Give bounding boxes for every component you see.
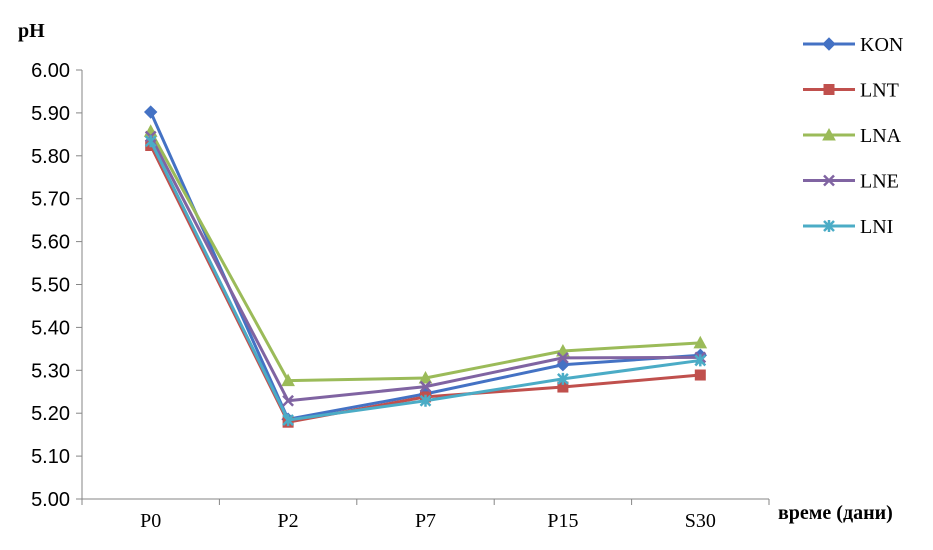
x-tick-label: P2 [278, 510, 299, 532]
legend-marker [822, 127, 836, 141]
legend-marker [823, 84, 835, 95]
x-axis: P0 P2 P7 P15 S30 [81, 498, 770, 532]
data-point [694, 354, 707, 367]
y-tick-label: 5.40 [31, 317, 70, 339]
legend-item-lne: LNE [803, 171, 899, 193]
data-point [694, 369, 706, 381]
x-axis-title: време (дани) [778, 502, 893, 524]
series-lne [144, 130, 707, 407]
y-tick-label: 5.80 [31, 146, 70, 168]
legend-label: LNT [860, 80, 899, 102]
data-point [557, 351, 569, 364]
legend-label: KON [860, 34, 903, 56]
legend-item-lna: LNA [803, 125, 902, 147]
series-lni [144, 135, 707, 427]
data-point [418, 370, 433, 384]
data-point [557, 372, 569, 385]
legend-marker [823, 174, 835, 187]
data-point [143, 105, 158, 119]
series-lnt [145, 140, 706, 428]
data-point [144, 135, 157, 148]
legend-item-lnt: LNT [803, 80, 899, 102]
y-tick-label: 5.90 [31, 103, 70, 125]
legend-item-kon: KON [803, 34, 903, 56]
y-axis-title: pH [18, 20, 45, 42]
data-point [419, 380, 432, 393]
y-tick-label: 5.30 [31, 360, 70, 382]
legend-label: LNI [860, 216, 893, 238]
data-point [281, 373, 295, 387]
x-tick-label: S30 [685, 510, 716, 532]
y-tick-label: 5.10 [31, 446, 70, 468]
data-point [693, 335, 708, 349]
series-line [149, 130, 701, 383]
y-tick-label: 5.60 [31, 232, 70, 254]
y-tick-label: 5.70 [31, 189, 70, 211]
series-lna [143, 124, 708, 387]
y-axis: 5.00 5.10 5.20 5.30 5.40 5.50 5.60 5.70 5.80 5.90… [31, 60, 83, 511]
y-tick-label: 5.50 [31, 275, 70, 297]
x-tick-label: P15 [547, 510, 578, 532]
series-layer [143, 105, 708, 428]
x-tick-label: P0 [140, 510, 161, 532]
y-tick-label: 5.00 [31, 489, 70, 511]
y-tick-label: 5.20 [31, 403, 70, 425]
legend-label: LNA [860, 125, 902, 147]
data-point [282, 394, 294, 407]
legend-label: LNE [860, 171, 899, 193]
legend-marker [822, 37, 836, 51]
legend-marker [823, 220, 835, 232]
legend: KON LNT LNA LNE LNI [803, 34, 903, 238]
legend-item-lni: LNI [803, 216, 893, 238]
data-point [282, 414, 294, 427]
x-tick-label: P7 [415, 510, 436, 532]
data-point [419, 394, 432, 407]
y-tick-label: 6.00 [31, 60, 70, 82]
